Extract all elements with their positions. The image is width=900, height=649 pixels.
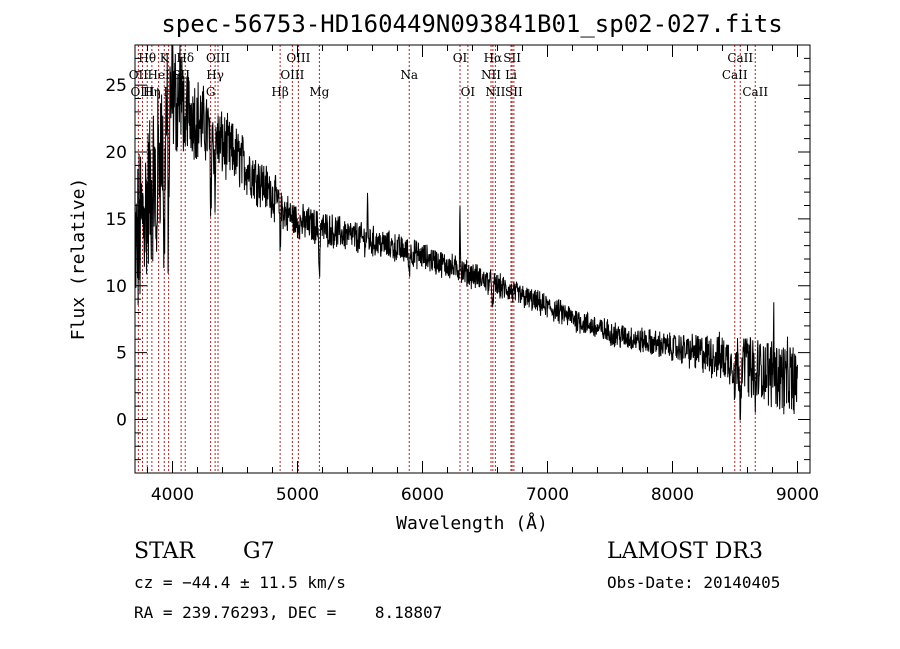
x-tick-label: 4000 <box>151 485 194 505</box>
spectral-line-label: OI <box>453 51 468 65</box>
spectral-line-label: Hγ <box>206 68 224 82</box>
coordinates: RA = 239.76293, DEC = 8.18807 <box>134 603 443 622</box>
spectral-line-label: Hθ <box>138 51 156 65</box>
redshift-value: cz = −44.4 ± 11.5 km/s <box>134 573 346 592</box>
spectral-line-label: OI <box>461 85 476 99</box>
spectral-line-label: CaII <box>742 85 768 99</box>
spectral-line-label: G <box>206 85 216 99</box>
spectrum-line <box>134 44 798 421</box>
spectral-line-label: OII <box>129 68 149 82</box>
x-tick-label: 7000 <box>526 485 569 505</box>
survey-name: LAMOST DR3 <box>607 539 763 564</box>
x-axis-label: Wavelength (Å) <box>396 512 548 534</box>
object-subclass: G7 <box>243 539 275 564</box>
spectral-line-label: OIII <box>286 51 310 65</box>
spectral-line-label: NII <box>485 85 505 99</box>
spectral-line-label: Hη <box>143 85 161 99</box>
object-class: STAR <box>134 539 195 564</box>
y-tick-label: 5 <box>116 344 127 364</box>
spectral-line-label: CaII <box>727 51 753 65</box>
x-tick-label: 9000 <box>776 485 819 505</box>
y-axis-label: Flux (relative) <box>68 178 89 341</box>
plot-frame <box>134 44 811 474</box>
spectral-line-label: Hδ <box>176 51 194 65</box>
plot-area <box>134 44 798 421</box>
y-tick-label: 0 <box>116 411 127 431</box>
spectral-line-label: NII <box>481 68 501 82</box>
spectral-line-label: HeI <box>147 68 170 82</box>
spectral-line-label: CaII <box>722 68 748 82</box>
spectral-line-label: OIII <box>280 68 304 82</box>
observation-date: Obs-Date: 20140405 <box>607 573 781 592</box>
y-tick-label: 15 <box>105 210 127 230</box>
x-tick-label: 6000 <box>401 485 444 505</box>
chart-title: spec-56753-HD160449N093841B01_sp02-027.f… <box>161 10 782 38</box>
spectral-line-label: Mg <box>309 85 329 99</box>
spectral-line-markers <box>137 45 756 473</box>
spectral-line-label: Hβ <box>271 85 288 99</box>
spectral-line-label: SII <box>505 85 523 99</box>
spectral-line-label: OIII <box>206 51 230 65</box>
spectral-line-label: Hα <box>484 51 503 65</box>
y-tick-label: 10 <box>105 277 127 297</box>
y-tick-label: 25 <box>105 76 127 96</box>
y-tick-label: 20 <box>105 143 127 163</box>
spectral-line-label: K <box>160 51 170 65</box>
spectral-line-label: Li <box>505 68 517 82</box>
spectral-line-label: OIII <box>130 85 154 99</box>
x-tick-label: 5000 <box>276 485 319 505</box>
spectral-line-label: Na <box>400 68 418 82</box>
spectral-line-label: SII <box>503 51 521 65</box>
spectral-line-label: H <box>163 85 173 99</box>
y-axis-ticks: 0 5 10 15 20 25 <box>105 57 810 461</box>
x-axis-ticks: 4000 5000 6000 7000 8000 9000 <box>147 45 819 505</box>
x-tick-label: 8000 <box>651 485 694 505</box>
